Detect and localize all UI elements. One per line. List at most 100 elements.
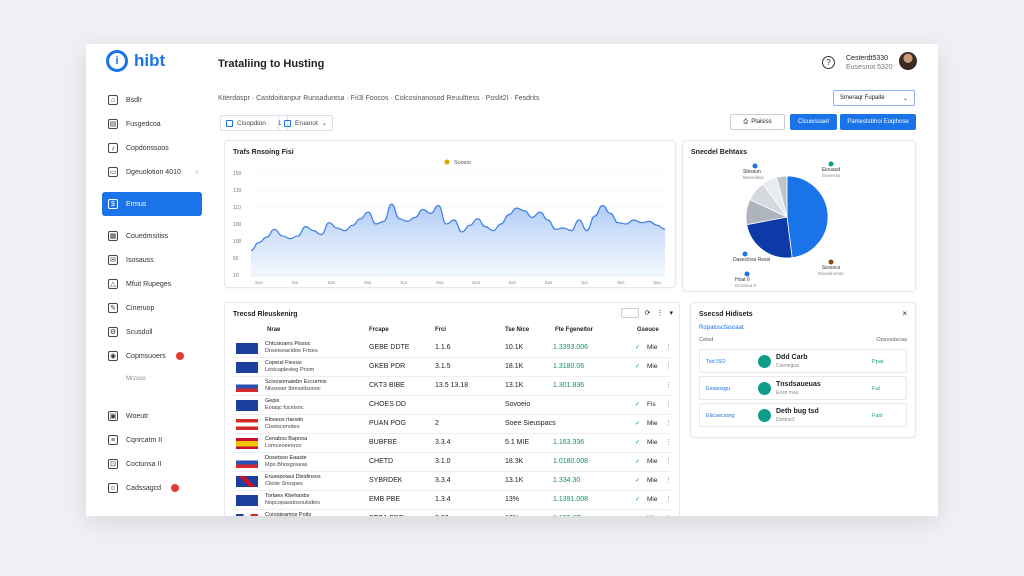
- shipper-item[interactable]: Essaosgu Tnsdsaueuas Eoso mau Fut: [699, 376, 907, 400]
- grid-icon: ▦: [108, 231, 118, 241]
- row-menu-icon[interactable]: ⋮: [665, 344, 672, 351]
- sidebar-item-7[interactable]: △ Mfuit Rupeges: [102, 272, 202, 296]
- row-menu-icon[interactable]: ⋮: [665, 382, 672, 389]
- row-menu-icon[interactable]: ⋮: [665, 477, 672, 484]
- export-button[interactable]: Cisuwsoaet: [790, 114, 837, 130]
- row-menu-icon[interactable]: ⋮: [665, 496, 672, 503]
- user-info[interactable]: Cesterdt5330 Eusesnot 5320: [846, 54, 893, 72]
- row-menu-icon[interactable]: ⋮: [665, 401, 672, 408]
- row-menu-icon[interactable]: ⋮: [665, 363, 672, 370]
- pie-label-sub: Deusdnorsm: [818, 271, 844, 276]
- col-payer[interactable]: Fte Fgeneltor: [555, 327, 594, 333]
- table-view-toggle[interactable]: [620, 308, 639, 318]
- row-more[interactable]: Fis: [647, 401, 656, 408]
- row-more[interactable]: Mie: [647, 515, 657, 516]
- sidebar-item-13[interactable]: ≡ Cqnrcatm II: [102, 428, 202, 452]
- y-tick-label: 130: [233, 188, 242, 194]
- row-more[interactable]: Mie: [647, 458, 658, 465]
- close-icon[interactable]: ×: [902, 309, 907, 318]
- row-more[interactable]: Mie: [647, 439, 658, 446]
- shipper-name: Tnsdsaueuas: [776, 381, 821, 388]
- col-fee[interactable]: Frci: [435, 327, 447, 333]
- row-name: Gepis Eoiaqc fuceisoc: [265, 398, 355, 412]
- row-more[interactable]: Mie: [647, 344, 658, 351]
- row-menu-icon[interactable]: ⋮: [665, 439, 672, 446]
- export-button-label: Cisuwsoaet: [797, 119, 829, 125]
- flag-icon: [236, 419, 258, 430]
- table-row[interactable]: Tortaes Kbehanbs Nopcopasstosoulsdies EMB …: [233, 491, 672, 510]
- series-line[interactable]: [250, 203, 666, 252]
- row-more[interactable]: Mie: [647, 363, 658, 370]
- col-price[interactable]: Frcape: [369, 327, 389, 333]
- pie-label-dot: [744, 271, 750, 277]
- print-button[interactable]: ⎙ Plaisiss: [730, 114, 785, 130]
- row-menu-icon[interactable]: ⋮: [665, 458, 672, 465]
- row-tax: 5.1 MIE: [505, 439, 530, 446]
- row-name: Corsgieamos Poits: [265, 512, 355, 516]
- sidebar-item-14[interactable]: ⊡ Coctunsa II: [102, 452, 202, 476]
- pie-slice[interactable]: [746, 216, 793, 259]
- sidebar-item-8[interactable]: ✎ Cineruop: [102, 296, 202, 320]
- refresh-icon[interactable]: ⟳: [644, 310, 651, 317]
- shippers-title: Ssecsd Hidisets: [699, 311, 753, 318]
- col-name[interactable]: Nrae: [267, 327, 281, 333]
- pie-slice[interactable]: [786, 175, 829, 259]
- row-more[interactable]: Mie: [647, 477, 658, 484]
- table-row[interactable]: Erusepoiaui Dlsidinsos Ciioiie Snospes SYB…: [233, 472, 672, 491]
- sidebar-subitem[interactable]: Mrzsoo: [126, 376, 146, 382]
- sidebar-item-15[interactable]: ☺ Cadssagcd: [102, 476, 202, 500]
- row-more[interactable]: Mie: [647, 496, 658, 503]
- chevron-down-icon[interactable]: ▾: [669, 310, 673, 317]
- row-name-sub: Lesicaplesieg Priom: [265, 367, 315, 373]
- row-pay: 1.1391.008: [553, 496, 589, 503]
- row-name-main: Cenabss Bapnoa: [265, 436, 308, 442]
- sidebar-item-label: Bsdlr: [126, 96, 142, 104]
- more-icon[interactable]: ⋮: [656, 310, 664, 317]
- sidebar-item-label: Copdonssoos: [126, 144, 169, 152]
- sidebar-item-0[interactable]: ⌂ Bsdlr: [102, 88, 202, 112]
- bell-icon: ♪: [108, 143, 118, 153]
- table-row[interactable]: Gepis Eoiaqc fuceisoc CHOES DD Sovoeio ✓ Fis ⋮: [233, 396, 672, 415]
- sidebar-item-label: Cqnrcatm II: [126, 436, 163, 444]
- sidebar-item-2[interactable]: ♪ Copdonssoos: [102, 136, 202, 160]
- shipper-label: Tsd ISO: [706, 359, 726, 365]
- row-menu-icon[interactable]: ⋮: [665, 420, 672, 427]
- help-icon[interactable]: ?: [822, 56, 835, 69]
- col-tax[interactable]: Tse Nice: [505, 327, 530, 333]
- table-row[interactable]: Chtcsioarrs Pissoc Dnseisoacidoo Frises GE…: [233, 339, 672, 358]
- sidebar-item-10[interactable]: ◉ Copmsuoers: [102, 344, 202, 368]
- pie-chart-card: Snecdel Behtaxs Shissun Basoeldss Eiouaud S…: [682, 140, 916, 292]
- group-filter[interactable]: Eruanot ⌄: [278, 115, 334, 131]
- table-row[interactable]: Corsgieamos Poits SEBA PDE 3.33 13% 1.193.6E…: [233, 510, 672, 516]
- table-row[interactable]: Dosetsso Eaaste Mpo Bhosgoseas CHETD 3.1.0 1…: [233, 453, 672, 472]
- shipper-sub: Eoso mau: [776, 390, 799, 396]
- sidebar-item-9[interactable]: ⚙ Scusdoll: [102, 320, 202, 344]
- shipper-item[interactable]: Eticsecsorg Deth bug tsd Dostne3 Fast: [699, 403, 907, 427]
- sidebar-item-6[interactable]: ✉ Isosauss: [102, 248, 202, 272]
- row-name: Erusepoiaui Dlsidinsos Ciioiie Snospes: [265, 474, 355, 488]
- region-select[interactable]: Smeraqr Fupaite ⌄: [833, 90, 915, 106]
- new-report-button[interactable]: Pamestsbhoi Eoqihose: [840, 114, 916, 130]
- app-logo[interactable]: i hibt: [106, 50, 165, 72]
- avatar[interactable]: [899, 52, 917, 70]
- date-filter[interactable]: Cisopdion 1: [220, 115, 288, 131]
- sidebar-item-5[interactable]: ▦ Couedmsitiss: [102, 224, 202, 248]
- table-row[interactable]: Eloseos rtarsdo Ciseiscenoteo PUAN POG 2 Soe…: [233, 415, 672, 434]
- table-row[interactable]: Cenabss Bapnoa Lomceoeeorco BUBFBE 3.3.4 5.1…: [233, 434, 672, 453]
- shipper-sub: Dostne3: [776, 417, 795, 423]
- row-pay: 1.301.836: [553, 382, 585, 389]
- sidebar-item-3[interactable]: ▭ Dgeuolotion 4010 ›: [102, 160, 202, 184]
- sidebar-item-1[interactable]: ▤ Fusgedcoa: [102, 112, 202, 136]
- col-status[interactable]: Gseuce: [637, 327, 659, 333]
- sidebar-item-4[interactable]: $ Ermus: [102, 192, 202, 216]
- pie-slice[interactable]: [776, 175, 788, 218]
- page-title: Trataliing to Husting: [218, 58, 325, 70]
- sidebar-item-12[interactable]: ▣ Woeutr: [102, 404, 202, 428]
- print-icon: ⎙: [743, 118, 749, 125]
- shipper-item[interactable]: Tsd ISO Ddd Carb Cosnegua Ppat: [699, 349, 907, 373]
- row-name: Dosetsso Eaaste Mpo Bhosgoseas: [265, 455, 355, 469]
- table-row[interactable]: Copeuii Fiesuo Lesicaplesieg Priom GKEB PD…: [233, 358, 672, 377]
- table-row[interactable]: Scivosnmaiebn Eccurmis Nlososer Ibresstls…: [233, 377, 672, 396]
- row-menu-icon[interactable]: ⋮: [665, 514, 672, 516]
- row-more[interactable]: Mie: [647, 420, 658, 427]
